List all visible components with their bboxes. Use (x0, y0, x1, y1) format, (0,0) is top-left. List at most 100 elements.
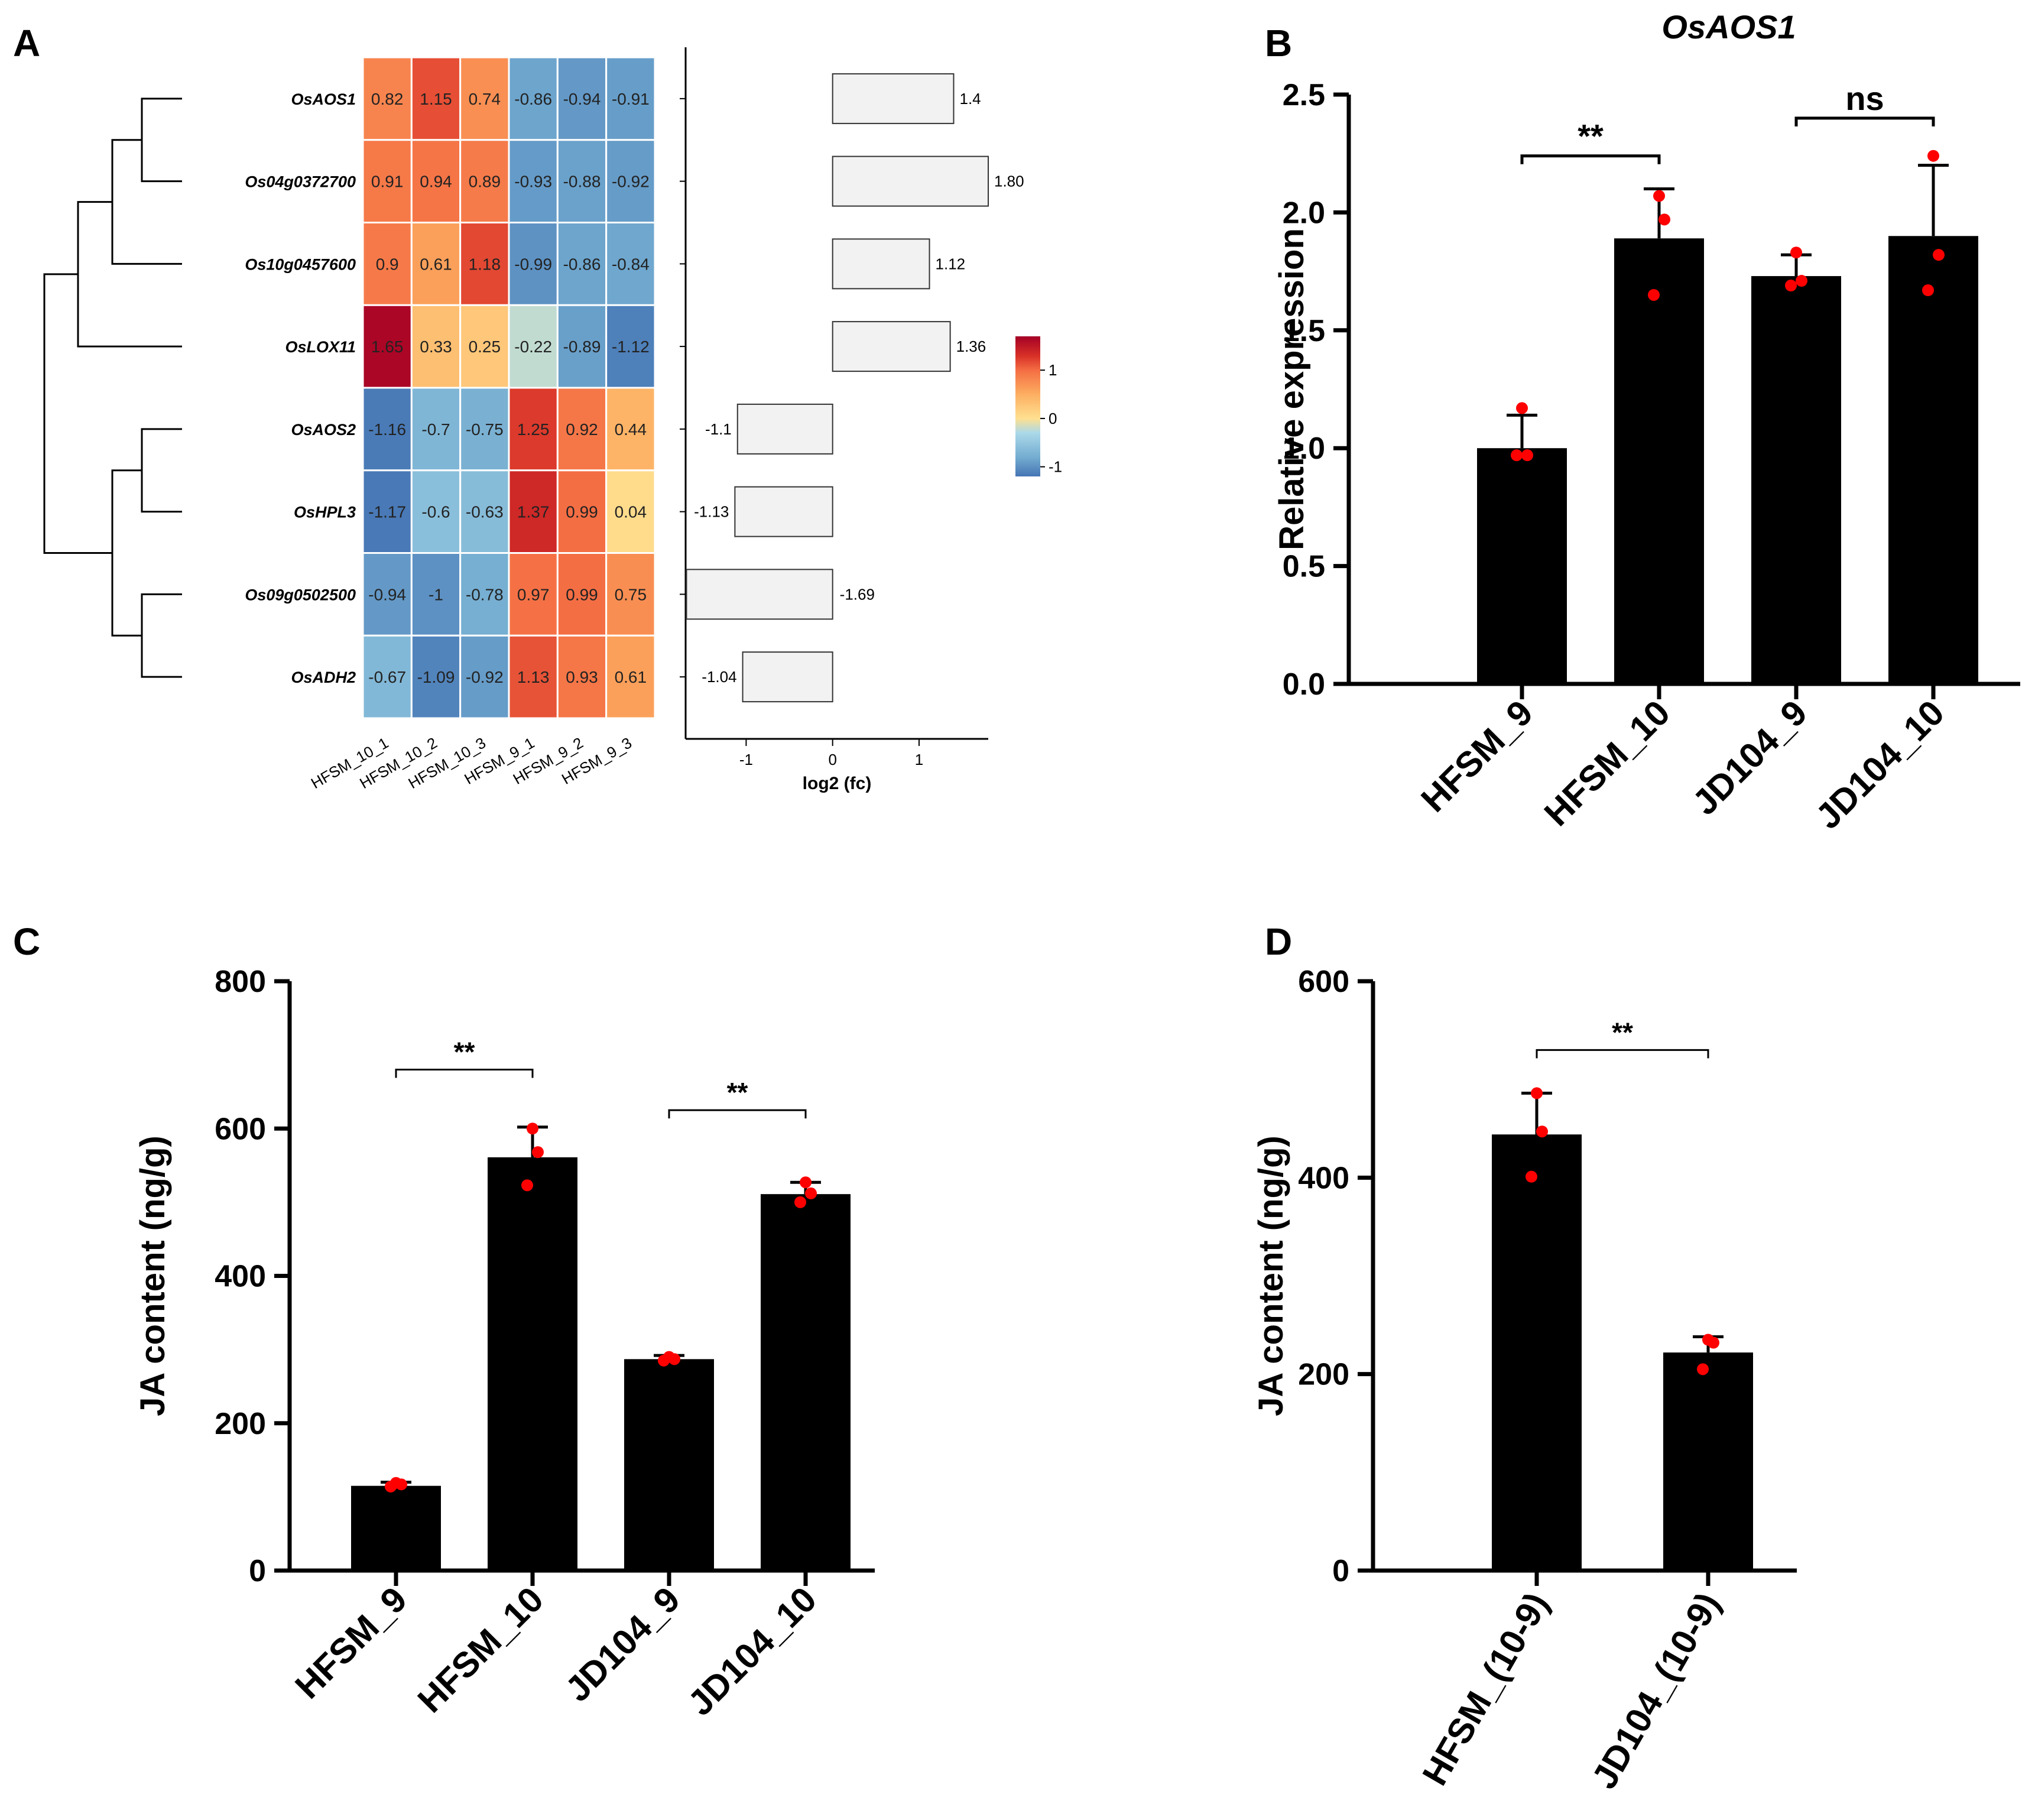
x-tick-label: JD104_9 (1685, 693, 1815, 823)
heatmap-cell-value: -0.86 (514, 90, 552, 108)
heatmap-cell (605, 222, 656, 306)
heatmap-cell-value: 0.89 (469, 173, 501, 191)
dendrogram (43, 98, 182, 678)
heatmap-cell-value: -0.94 (563, 90, 601, 108)
fc-bar-value: 1.36 (956, 338, 986, 355)
heatmap-cell (605, 387, 656, 472)
bar (1888, 236, 1978, 684)
fc-bar (736, 403, 833, 455)
significance-bracket (1536, 1049, 1709, 1059)
data-point (1658, 213, 1670, 226)
heatmap-cell-value: 0.93 (566, 668, 598, 686)
data-point (663, 1351, 675, 1363)
gene-label: OsAOS1 (291, 90, 356, 108)
data-point (1516, 402, 1528, 414)
heatmap-cell (459, 387, 510, 472)
significance-bracket (668, 1109, 807, 1119)
data-point (805, 1187, 817, 1199)
fc-x-tick-label: -1 (739, 751, 753, 768)
dendrogram-branch (111, 469, 142, 637)
data-point (1648, 288, 1660, 301)
heatmap-cell (362, 552, 413, 637)
heatmap-cell (362, 304, 413, 389)
panel-d: 0 200 400 600 JA content (ng/g) HFSM_(10-9) JD… (1252, 965, 1797, 1795)
gene-label: OsAOS2 (291, 421, 356, 439)
data-point (390, 1477, 402, 1489)
heatmap-cell-value: 0.74 (469, 90, 501, 108)
data-point (1796, 275, 1807, 287)
significance-label: ** (1612, 1017, 1633, 1047)
y-tick-label: 0.5 (1283, 550, 1325, 584)
heatmap-cell-value: 0.99 (566, 585, 598, 604)
heatmap-cell-value: 1.15 (420, 90, 452, 108)
heatmap-cell-value: -0.99 (514, 255, 552, 273)
fc-bar-value: -1.04 (702, 668, 736, 686)
y-tick-label: 2.0 (1283, 196, 1325, 230)
panel-b: 0.0 0.5 1.0 1.5 2.0 2.5 Relative expression HFS… (1273, 8, 2020, 836)
panel-a: OsAOS1 0.82 1.15 0.74 -0.86 -0.94 -0.91 Os04g03… (43, 47, 1062, 793)
y-tick-label: 0 (1332, 1554, 1349, 1588)
fc-bar (832, 73, 955, 124)
significance-bracket (1794, 116, 1935, 126)
data-point (1521, 449, 1533, 462)
significance-label: ** (1578, 118, 1604, 155)
x-tick-label: HFSM_9 (1413, 693, 1540, 820)
heatmap-cell-value: -0.84 (612, 255, 650, 273)
heatmap-cell-value: 0.44 (615, 420, 647, 439)
heatmap-cell-value: -1.16 (368, 420, 406, 439)
data-point (1790, 246, 1802, 259)
heatmap-cell-value: 0.25 (469, 338, 501, 356)
heatmap-cell-value: -0.78 (466, 585, 504, 604)
heatmap-cell (605, 139, 656, 223)
y-tick-label: 400 (215, 1260, 266, 1294)
bar (1477, 448, 1567, 684)
heatmap-cell-value: 1.13 (517, 668, 550, 686)
heatmap-cell (556, 304, 608, 389)
heatmap-cell (459, 634, 510, 719)
y-tick-label: 1.0 (1283, 432, 1325, 466)
data-point (532, 1146, 544, 1159)
significance-label: ** (727, 1077, 748, 1108)
heatmap-cell (605, 469, 656, 554)
dendrogram-branch (141, 593, 182, 678)
heatmap-cell-value: 0.04 (615, 503, 647, 521)
heatmap-cell-value: 0.82 (371, 90, 404, 108)
x-tick-label: JD104_10 (680, 1579, 824, 1723)
heatmap-cell-value: -0.86 (563, 255, 601, 273)
significance-bracket (395, 1069, 534, 1078)
dendrogram-branch (141, 428, 182, 513)
heatmap-cell-value: 1.18 (469, 255, 501, 273)
heatmap-cell-value: -0.88 (563, 173, 601, 191)
legend-tick-label: 1 (1049, 361, 1057, 379)
heatmap-cell (605, 552, 656, 637)
heatmap-cell-value: 0.99 (566, 503, 598, 521)
y-tick-label: 0 (249, 1554, 266, 1588)
dendrogram-branch (43, 273, 112, 554)
heatmap-cell (508, 387, 559, 472)
data-point (1511, 449, 1523, 462)
x-tick-label: HFSM_10 (1537, 693, 1677, 833)
heatmap-cell-value: -0.7 (421, 420, 450, 439)
y-tick-label: 600 (1298, 965, 1349, 999)
heatmap-cell-value: 0.75 (615, 585, 647, 604)
fc-bar (742, 651, 833, 703)
fc-bar (734, 486, 833, 537)
heatmap-cell-value: -1 (429, 585, 443, 604)
data-point (1922, 284, 1934, 297)
panel-letter-c: C (13, 920, 40, 963)
bar (351, 1485, 441, 1571)
y-tick-label: 1.5 (1283, 314, 1325, 348)
plot-title: OsAOS1 (1661, 8, 1796, 46)
y-axis-title: JA content (ng/g) (1252, 1136, 1290, 1416)
heatmap-cell-value: -0.63 (466, 503, 504, 521)
x-tick-label: HFSM_(10-9) (1415, 1586, 1557, 1792)
heatmap-cell-value: -0.93 (514, 173, 552, 191)
heatmap-cell-value: 1.65 (371, 338, 404, 356)
heatmap-cell (508, 304, 559, 389)
fc-bar-value: -1.13 (694, 503, 729, 521)
data-point (794, 1196, 806, 1208)
heatmap-cell (508, 222, 559, 306)
bar (1614, 238, 1704, 684)
data-point (1531, 1087, 1543, 1099)
